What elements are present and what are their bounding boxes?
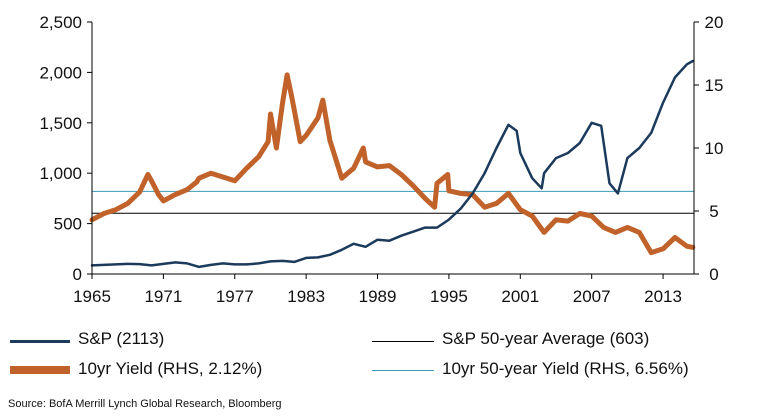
chart: 0 500 1,000 1,500 2,000 2,500 0 5 10 15 20 1965 1971… <box>39 13 723 306</box>
legend-swatch-yield-average <box>372 370 434 371</box>
x-tick-label: 1977 <box>216 287 254 306</box>
x-tick-label: 1971 <box>144 287 182 306</box>
y-left-tick-label: 500 <box>54 215 82 234</box>
legend-swatch-sp-average <box>372 341 434 342</box>
legend-label-yield: 10yr Yield (RHS, 2.12%) <box>78 359 263 378</box>
legend-swatch-sp <box>10 340 70 343</box>
y-right-tick-label: 20 <box>705 13 724 32</box>
legend-label-sp: S&P (2113) <box>78 329 165 348</box>
tick-labels: 0 500 1,000 1,500 2,000 2,500 0 5 10 15 20 1965 1971… <box>39 13 723 306</box>
x-tick-label: 1965 <box>73 287 111 306</box>
y-left-tick-label: 2,500 <box>39 13 82 32</box>
yield-series-line <box>89 72 696 256</box>
y-right-tick-label: 5 <box>709 202 718 221</box>
y-right-tick-label: 0 <box>709 265 718 284</box>
legend-label-sp-average: S&P 50-year Average (603) <box>442 329 650 348</box>
axes <box>87 21 699 279</box>
y-right-tick-label: 15 <box>705 76 724 95</box>
y-left-tick-label: 2,000 <box>39 63 82 82</box>
sp-series-line <box>90 59 695 269</box>
source-note: Source: BofA Merrill Lynch Global Resear… <box>8 398 282 410</box>
series-lines <box>89 59 696 269</box>
y-left-tick-label: 1,000 <box>39 164 82 183</box>
legend-swatch-yield <box>10 366 70 374</box>
y-left-tick-label: 0 <box>73 265 82 284</box>
x-tick-label: 2013 <box>644 287 682 306</box>
reference-lines <box>92 190 694 214</box>
x-tick-label: 2007 <box>573 287 611 306</box>
legend-label-yield-average: 10yr 50-year Yield (RHS, 6.56%) <box>442 359 689 378</box>
y-right-tick-label: 10 <box>705 139 724 158</box>
y-left-tick-label: 1,500 <box>39 114 82 133</box>
x-tick-label: 2001 <box>501 287 539 306</box>
x-tick-label: 1989 <box>359 287 397 306</box>
x-tick-label: 1995 <box>430 287 468 306</box>
x-tick-label: 1983 <box>287 287 325 306</box>
